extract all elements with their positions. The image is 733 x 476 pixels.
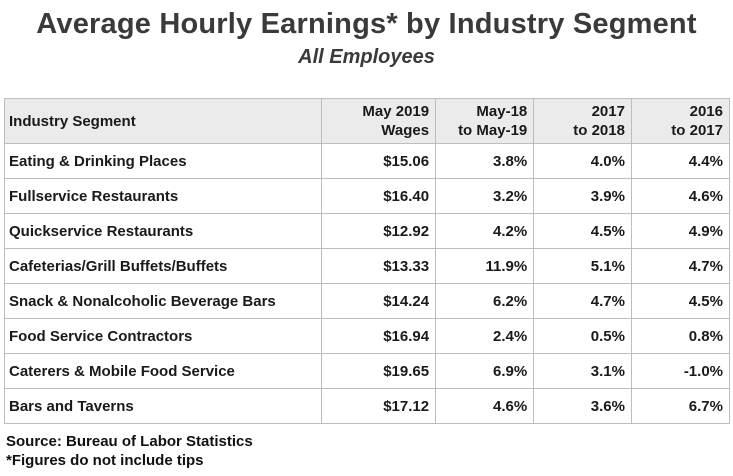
table-row: Eating & Drinking Places $15.06 3.8% 4.0% 4.… <box>4 143 731 179</box>
column-header-wages: May 2019 Wages <box>320 98 437 144</box>
change-2018-2019-cell: 4.6% <box>435 388 535 424</box>
wage-cell: $15.06 <box>320 143 437 179</box>
change-2017-2018-cell: 3.6% <box>533 388 632 424</box>
segment-cell: Bars and Taverns <box>4 388 322 424</box>
table-body: Eating & Drinking Places $15.06 3.8% 4.0% 4.… <box>4 143 731 424</box>
segment-cell: Snack & Nonalcoholic Beverage Bars <box>4 283 322 319</box>
table-row: Cafeterias/Grill Buffets/Buffets $13.33 11… <box>4 248 731 284</box>
source-note: Source: Bureau of Labor Statistics <box>6 433 253 450</box>
tips-footnote: *Figures do not include tips <box>6 452 204 469</box>
change-2016-2017-cell: 0.8% <box>630 318 731 354</box>
column-header-2017-2018: 2017 to 2018 <box>533 98 632 144</box>
chart-title: Average Hourly Earnings* by Industry Seg… <box>36 8 697 40</box>
table-row: Snack & Nonalcoholic Beverage Bars $14.24… <box>4 283 731 319</box>
segment-cell: Quickservice Restaurants <box>4 213 322 249</box>
table-row: Food Service Contractors $16.94 2.4% 0.5% 0.… <box>4 318 731 354</box>
header-row: Industry Segment May 2019 Wages May-18 t… <box>4 98 731 144</box>
change-2018-2019-cell: 11.9% <box>435 248 535 284</box>
column-header-2016-2017: 2016 to 2017 <box>630 98 731 144</box>
segment-cell: Food Service Contractors <box>4 318 322 354</box>
column-header-may18-may19: May-18 to May-19 <box>435 98 535 144</box>
change-2017-2018-cell: 5.1% <box>533 248 632 284</box>
change-2017-2018-cell: 3.1% <box>533 353 632 389</box>
change-2018-2019-cell: 6.9% <box>435 353 535 389</box>
segment-cell: Caterers & Mobile Food Service <box>4 353 322 389</box>
change-2018-2019-cell: 3.2% <box>435 178 535 214</box>
change-2016-2017-cell: 4.4% <box>630 143 731 179</box>
wage-cell: $16.94 <box>320 318 437 354</box>
change-2016-2017-cell: 4.6% <box>630 178 731 214</box>
change-2017-2018-cell: 0.5% <box>533 318 632 354</box>
change-2016-2017-cell: 4.5% <box>630 283 731 319</box>
change-2018-2019-cell: 2.4% <box>435 318 535 354</box>
table-row: Caterers & Mobile Food Service $19.65 6.9%… <box>4 353 731 389</box>
wage-cell: $13.33 <box>320 248 437 284</box>
table-row: Quickservice Restaurants $12.92 4.2% 4.5% 4.… <box>4 213 731 249</box>
earnings-table: Industry Segment May 2019 Wages May-18 t… <box>4 98 731 424</box>
change-2018-2019-cell: 4.2% <box>435 213 535 249</box>
table-row: Bars and Taverns $17.12 4.6% 3.6% 6.7% <box>4 388 731 424</box>
change-2016-2017-cell: -1.0% <box>630 353 731 389</box>
change-2016-2017-cell: 4.9% <box>630 213 731 249</box>
change-2017-2018-cell: 4.7% <box>533 283 632 319</box>
segment-cell: Eating & Drinking Places <box>4 143 322 179</box>
segment-cell: Fullservice Restaurants <box>4 178 322 214</box>
wage-cell: $16.40 <box>320 178 437 214</box>
change-2018-2019-cell: 6.2% <box>435 283 535 319</box>
chart-subtitle: All Employees <box>298 46 435 68</box>
table-row: Fullservice Restaurants $16.40 3.2% 3.9% 4.6… <box>4 178 731 214</box>
wage-cell: $19.65 <box>320 353 437 389</box>
wage-cell: $14.24 <box>320 283 437 319</box>
change-2017-2018-cell: 4.5% <box>533 213 632 249</box>
wage-cell: $12.92 <box>320 213 437 249</box>
segment-cell: Cafeterias/Grill Buffets/Buffets <box>4 248 322 284</box>
column-header-segment: Industry Segment <box>4 98 322 144</box>
change-2017-2018-cell: 3.9% <box>533 178 632 214</box>
wage-cell: $17.12 <box>320 388 437 424</box>
change-2016-2017-cell: 4.7% <box>630 248 731 284</box>
change-2016-2017-cell: 6.7% <box>630 388 731 424</box>
change-2017-2018-cell: 4.0% <box>533 143 632 179</box>
change-2018-2019-cell: 3.8% <box>435 143 535 179</box>
